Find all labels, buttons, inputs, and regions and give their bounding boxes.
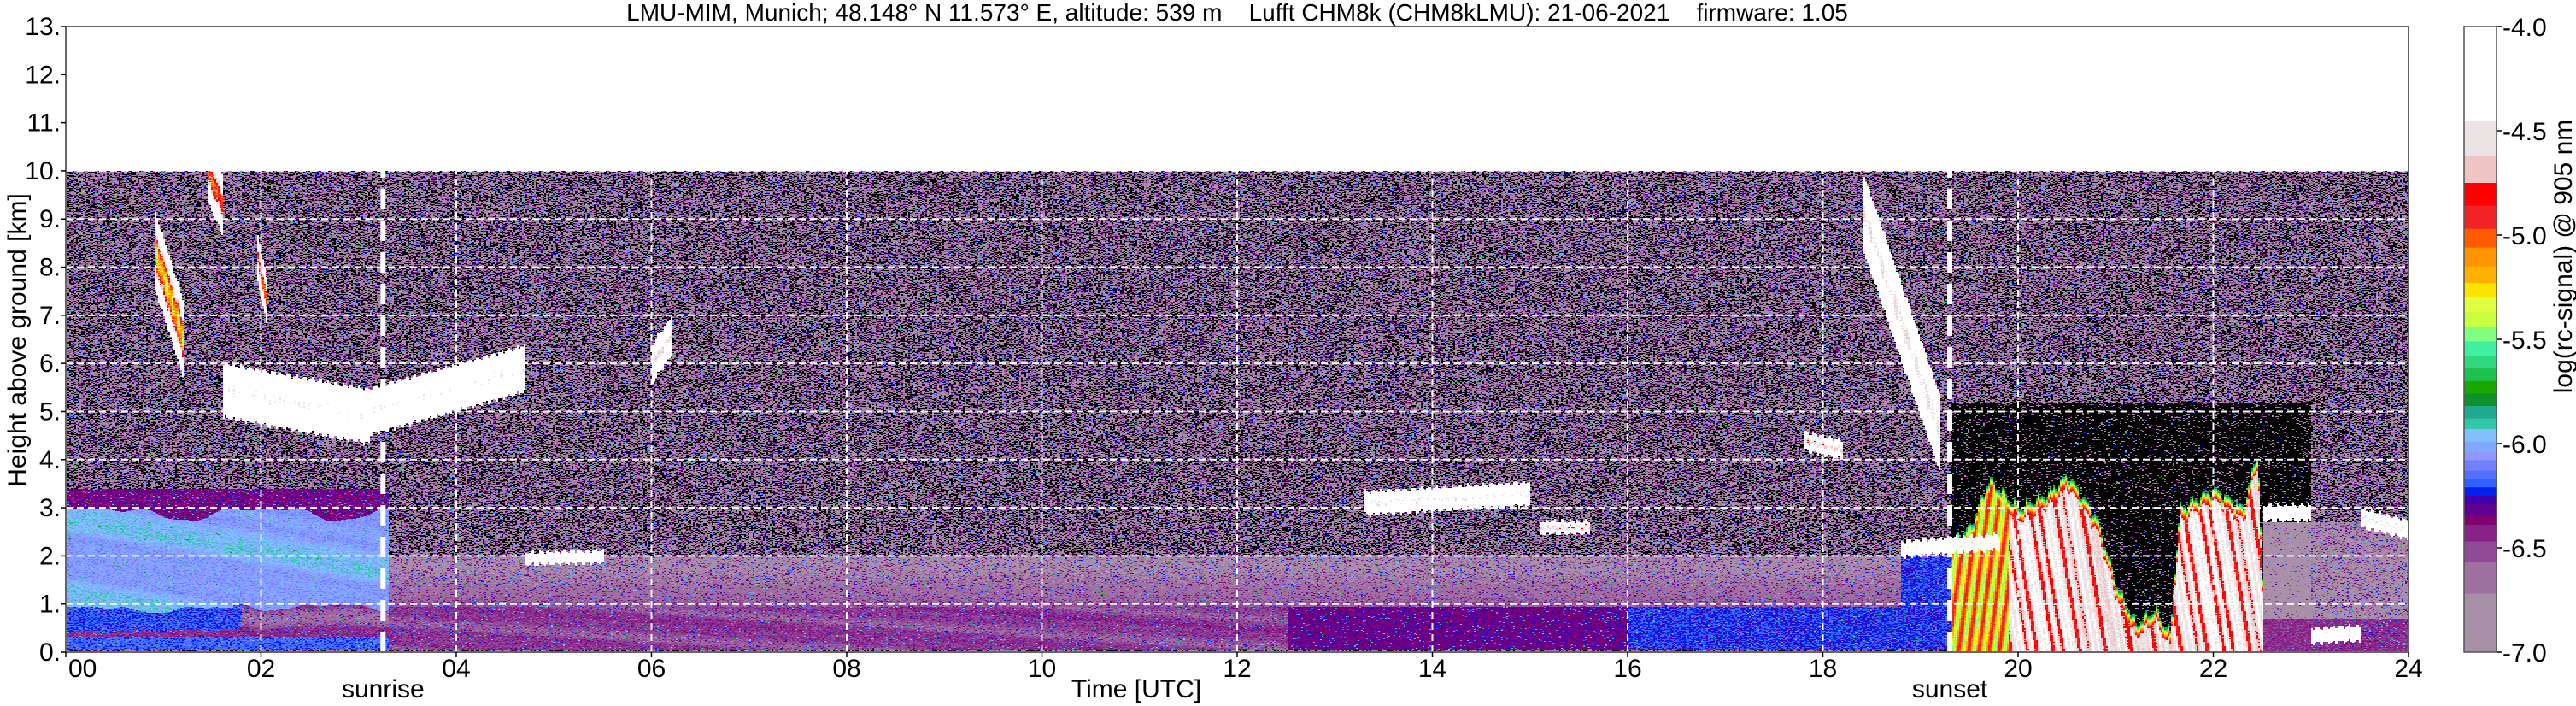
y-tick-label: 9. bbox=[39, 205, 61, 233]
y-tick-label: 10. bbox=[25, 157, 61, 185]
colorbar-segment bbox=[2464, 205, 2497, 230]
colorbar-segment bbox=[2464, 541, 2497, 563]
colorbar-ticks: -4.0 -4.5 -5.0 -5.5 -6.0 -6.5 -7.0 bbox=[2497, 14, 2547, 668]
colorbar-segment bbox=[2464, 470, 2497, 479]
colorbar-segment bbox=[2464, 393, 2497, 407]
colorbar-segment bbox=[2464, 593, 2497, 653]
y-tick-label: 2. bbox=[39, 542, 61, 570]
colorbar-segment bbox=[2464, 525, 2497, 543]
x-tick-label: 08 bbox=[832, 655, 860, 683]
colorbar-tick-label: -6.5 bbox=[2503, 535, 2547, 563]
colorbar-segment bbox=[2464, 266, 2497, 284]
y-tick-label: 4. bbox=[39, 446, 61, 474]
x-tick-label: 14 bbox=[1418, 655, 1446, 683]
colorbar-tick-label: -4.0 bbox=[2503, 14, 2547, 42]
colorbar-segment bbox=[2464, 428, 2497, 443]
y-tick-label: 3. bbox=[39, 494, 61, 522]
x-tick-label: 10 bbox=[1028, 655, 1056, 683]
colorbar-segment bbox=[2464, 503, 2497, 515]
x-tick-label: 06 bbox=[637, 655, 666, 683]
colorbar-segment bbox=[2464, 183, 2497, 207]
colorbar-tick-label: -6.0 bbox=[2503, 431, 2547, 459]
x-tick-label: 18 bbox=[1809, 655, 1837, 683]
colorbar-segment bbox=[2464, 406, 2497, 420]
x-tick-label: 22 bbox=[2199, 655, 2227, 683]
colorbar-segment bbox=[2464, 479, 2497, 488]
colorbar-segment bbox=[2464, 460, 2497, 472]
colorbar-segment bbox=[2464, 418, 2497, 430]
x-tick-label: 16 bbox=[1613, 655, 1641, 683]
colorbar-segment bbox=[2464, 562, 2497, 595]
y-axis-ticks: 0. 1. 2. 3. 4. 5. 6. 7. 8. 9. 10. 11. 12. 13. bbox=[25, 13, 66, 667]
x-axis-label: Time [UTC] bbox=[1071, 675, 1201, 703]
y-tick-label: 11. bbox=[27, 109, 61, 138]
y-tick-label: 1. bbox=[39, 591, 61, 619]
colorbar-tick-label: -5.5 bbox=[2503, 327, 2547, 355]
y-tick-label: 13. bbox=[25, 13, 61, 41]
y-tick-label: 5. bbox=[39, 397, 61, 426]
sunrise-label: sunrise bbox=[342, 675, 425, 703]
x-axis-ticks: 00 02 04 06 08 10 12 14 16 18 20 22 24 bbox=[65, 652, 2423, 683]
sun-markers bbox=[380, 170, 1953, 652]
colorbar-segment bbox=[2464, 496, 2497, 505]
sun-labels: sunrise sunset bbox=[342, 675, 1988, 703]
x-tick-label: 24 bbox=[2394, 655, 2422, 683]
x-tick-label: 12 bbox=[1223, 655, 1251, 683]
colorbar-tick-label: -4.5 bbox=[2503, 118, 2547, 146]
grid-lines bbox=[66, 169, 2409, 652]
y-tick-label: 12. bbox=[25, 61, 61, 89]
colorbar-segment bbox=[2464, 26, 2497, 121]
colorbar-segment bbox=[2464, 120, 2497, 156]
colorbar-segment bbox=[2464, 356, 2497, 369]
colorbar-segment bbox=[2464, 156, 2497, 184]
y-tick-label: 8. bbox=[39, 254, 61, 282]
colorbar-segment bbox=[2464, 247, 2497, 268]
colorbar-tick-label: -7.0 bbox=[2503, 639, 2547, 668]
colorbar-segment bbox=[2464, 514, 2497, 526]
colorbar-segment bbox=[2464, 451, 2497, 462]
colorbar bbox=[2464, 26, 2497, 653]
colorbar-segment bbox=[2464, 441, 2497, 453]
colorbar-segment bbox=[2464, 327, 2497, 342]
colorbar-segment bbox=[2464, 283, 2497, 298]
colorbar-segment bbox=[2464, 368, 2497, 382]
colorbar-segment bbox=[2464, 380, 2497, 394]
y-axis-label: Height above ground [km] bbox=[3, 193, 32, 487]
colorbar-segment bbox=[2464, 297, 2497, 313]
sunset-label: sunset bbox=[1912, 675, 1988, 703]
x-tick-label: 02 bbox=[247, 655, 275, 683]
chart-title: LMU-MIM, Munich; 48.148° N 11.573° E, al… bbox=[626, 0, 1848, 26]
y-tick-label: 7. bbox=[39, 302, 61, 330]
colorbar-label: log(rc-signal) @ 905 nm bbox=[2550, 120, 2576, 394]
colorbar-segment bbox=[2464, 312, 2497, 327]
x-tick-label: 04 bbox=[442, 655, 470, 683]
y-tick-label: 6. bbox=[39, 350, 61, 378]
x-tick-label: 00 bbox=[68, 655, 97, 683]
y-tick-label: 0. bbox=[39, 638, 61, 667]
colorbar-tick-label: -5.0 bbox=[2503, 222, 2547, 250]
colorbar-segment bbox=[2464, 487, 2497, 497]
colorbar-segment bbox=[2464, 228, 2497, 249]
colorbar-segment bbox=[2464, 341, 2497, 357]
x-tick-label: 20 bbox=[2004, 655, 2032, 683]
